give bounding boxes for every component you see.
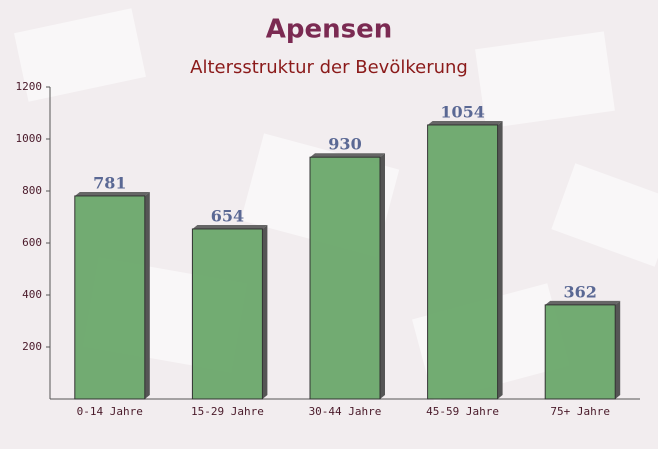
y-tick-label: 600 [22,236,42,249]
bar [74,195,146,400]
y-tick-label: 1200 [16,80,43,93]
bar [309,156,381,400]
value-label: 654 [211,206,244,225]
x-tick-label: 45-59 Jahre [426,405,499,418]
chart-title: Apensen [266,15,393,45]
x-tick-label: 75+ Jahre [550,405,610,418]
bar [544,304,616,400]
value-label: 362 [563,282,596,301]
bar-shadow [497,120,503,400]
y-tick-label: 200 [22,340,42,353]
x-tick-label: 30-44 Jahre [309,405,382,418]
bar-shadow [144,191,150,399]
bar-shadow [262,224,268,399]
y-tick-label: 800 [22,184,42,197]
y-tick-label: 1000 [16,132,43,145]
bar-shadow [192,224,268,229]
value-label: 930 [328,135,361,154]
chart-subtitle: Altersstruktur der Bevölkerung [190,57,468,78]
bar-shadow [74,191,150,196]
bar-shadow [380,153,385,399]
bar-shadow [427,120,503,125]
value-label: 1054 [440,102,485,121]
bar-shadow [545,300,621,305]
bar-shadow [615,300,621,399]
bar [427,124,499,400]
x-tick-label: 15-29 Jahre [191,405,264,418]
x-tick-label: 0-14 Jahre [77,405,143,418]
y-tick-label: 400 [22,288,42,301]
bar [191,228,263,400]
bar-shadow [310,153,385,158]
value-label: 781 [93,173,126,192]
